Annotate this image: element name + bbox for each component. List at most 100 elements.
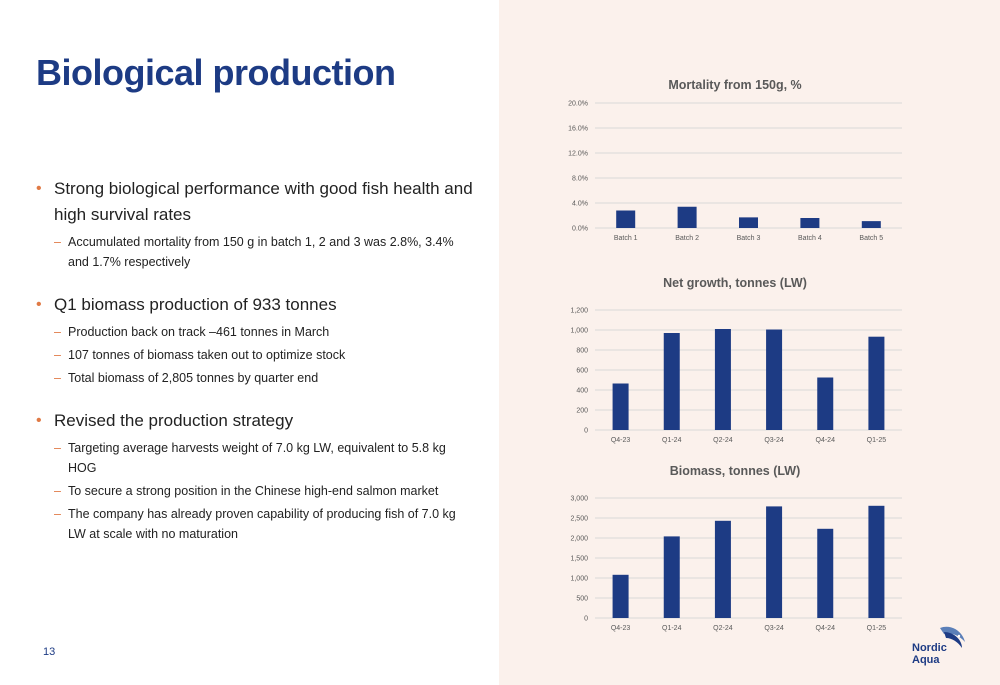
y-tick-label: 0 <box>584 428 588 435</box>
bar <box>817 377 834 430</box>
y-tick-label: 1,000 <box>570 328 588 335</box>
bullet-group: • Strong biological performance with goo… <box>36 176 476 272</box>
dash-icon: – <box>54 348 61 362</box>
x-tick-label: Batch 3 <box>737 235 761 242</box>
y-tick-label: 1,200 <box>570 308 588 315</box>
sub-bullet: – 107 tonnes of biomass taken out to opt… <box>54 345 476 365</box>
bar <box>677 206 697 228</box>
x-tick-label: Batch 2 <box>675 235 699 242</box>
dash-icon: – <box>54 235 61 249</box>
x-tick-label: Batch 4 <box>798 235 822 242</box>
sub-bullet: – Production back on track –461 tonnes i… <box>54 322 476 342</box>
sub-bullet: – Accumulated mortality from 150 g in ba… <box>54 232 476 272</box>
bar <box>714 520 731 618</box>
x-tick-label: Q4-23 <box>611 437 631 444</box>
bullet-dot-icon: • <box>36 296 42 313</box>
dash-icon: – <box>54 371 61 385</box>
salmon-logo-icon <box>940 626 965 648</box>
x-tick-label: Q1-25 <box>867 625 887 632</box>
logo-line-2: Aqua <box>912 654 940 666</box>
biomass-chart: Biomass, tonnes (LW) 0 500 1,000 1,500 2,000… <box>550 462 920 647</box>
x-tick-label: Q3-24 <box>764 625 784 632</box>
y-tick-label: 2,000 <box>570 536 588 543</box>
bar <box>714 329 731 430</box>
logo-text: Nordic Aqua <box>912 642 947 666</box>
x-tick-label: Q4-24 <box>816 625 836 632</box>
bar <box>800 218 820 228</box>
x-tick-label: Q1-25 <box>867 437 887 444</box>
sub-bullet: – To secure a strong position in the Chi… <box>54 481 476 501</box>
bar <box>612 574 629 618</box>
sub-bullet: – Total biomass of 2,805 tonnes by quart… <box>54 368 476 388</box>
bullet-item: • Revised the production strategy <box>36 408 476 434</box>
bar <box>766 329 783 430</box>
y-tick-label: 200 <box>576 408 588 415</box>
dash-icon: – <box>54 441 61 455</box>
bullet-text: Strong biological performance with good … <box>54 179 473 224</box>
y-tick-label: 1,000 <box>570 576 588 583</box>
y-tick-label: 2,500 <box>570 516 588 523</box>
page-number: 13 <box>43 646 56 658</box>
y-tick-label: 20.0% <box>568 101 588 108</box>
bar <box>868 336 885 430</box>
dash-icon: – <box>54 507 61 521</box>
dash-icon: – <box>54 484 61 498</box>
bullet-group: • Revised the production strategy – Targ… <box>36 408 476 544</box>
y-tick-label: 3,000 <box>570 496 588 503</box>
chart-title: Mortality from 150g, % <box>668 78 802 92</box>
y-tick-label: 8.0% <box>572 176 588 183</box>
sub-bullet-text: To secure a strong position in the Chine… <box>68 484 439 498</box>
sub-bullet-text: Targeting average harvests weight of 7.0… <box>68 441 446 475</box>
sub-bullet-text: Total biomass of 2,805 tonnes by quarter… <box>68 371 319 385</box>
bar <box>861 221 881 228</box>
bar <box>616 210 636 228</box>
chart-title: Net growth, tonnes (LW) <box>663 276 807 290</box>
y-tick-label: 800 <box>576 348 588 355</box>
bullet-group: • Q1 biomass production of 933 tonnes – … <box>36 292 476 388</box>
bullet-item: • Q1 biomass production of 933 tonnes <box>36 292 476 318</box>
x-tick-label: Q1-24 <box>662 625 682 632</box>
x-tick-label: Batch 5 <box>859 235 883 242</box>
x-tick-label: Q4-24 <box>816 437 836 444</box>
y-tick-label: 12.0% <box>568 151 588 158</box>
y-tick-label: 16.0% <box>568 126 588 133</box>
sub-bullet-text: The company has already proven capabilit… <box>68 507 456 541</box>
x-tick-label: Q4-23 <box>611 625 631 632</box>
bar <box>663 536 680 618</box>
sub-bullet-text: 107 tonnes of biomass taken out to optim… <box>68 348 346 362</box>
bullet-item: • Strong biological performance with goo… <box>36 176 476 228</box>
x-tick-label: Q2-24 <box>713 437 733 444</box>
x-tick-label: Q1-24 <box>662 437 682 444</box>
bar <box>868 505 885 618</box>
y-tick-label: 0 <box>584 616 588 623</box>
chart-title: Biomass, tonnes (LW) <box>669 464 801 478</box>
y-tick-label: 1,500 <box>570 556 588 563</box>
sub-bullet-text: Production back on track –461 tonnes in … <box>68 325 330 339</box>
x-tick-label: Q2-24 <box>713 625 733 632</box>
y-tick-label: 600 <box>576 368 588 375</box>
dash-icon: – <box>54 325 61 339</box>
sub-bullet-text: Accumulated mortality from 150 g in batc… <box>68 235 454 269</box>
bullet-list: • Strong biological performance with goo… <box>36 176 476 564</box>
y-tick-label: 400 <box>576 388 588 395</box>
biomass-chart-svg: 0 500 1,000 1,500 2,000 2,500 3,000 Q4-23 Q1-24 Q… <box>570 496 902 632</box>
y-tick-label: 500 <box>576 596 588 603</box>
bar <box>663 333 680 430</box>
bar <box>739 217 758 228</box>
mortality-chart-svg: 0.0% 4.0% 8.0% 12.0% 16.0% 20.0% Batch 1 Batch … <box>568 101 902 242</box>
sub-bullet: – The company has already proven capabil… <box>54 504 476 544</box>
mortality-chart: Mortality from 150g, % 0.0% 4.0% 8.0% 12.0%… <box>550 76 920 256</box>
bar <box>612 383 629 430</box>
x-tick-label: Q3-24 <box>764 437 784 444</box>
sub-bullet: – Targeting average harvests weight of 7… <box>54 438 476 478</box>
net-growth-chart: Net growth, tonnes (LW) 0 200 400 600 800 1,0… <box>550 274 920 454</box>
net-growth-chart-svg: 0 200 400 600 800 1,000 1,200 Q4-23 Q1-24 Q2-24 Q3… <box>570 308 902 444</box>
bullet-dot-icon: • <box>36 180 42 197</box>
y-tick-label: 0.0% <box>572 226 588 233</box>
y-tick-label: 4.0% <box>572 201 588 208</box>
bar <box>766 506 783 618</box>
bar <box>817 528 834 618</box>
bullet-text: Revised the production strategy <box>54 411 294 430</box>
logo-line-1: Nordic <box>912 642 947 654</box>
page-title: Biological production <box>36 52 396 93</box>
